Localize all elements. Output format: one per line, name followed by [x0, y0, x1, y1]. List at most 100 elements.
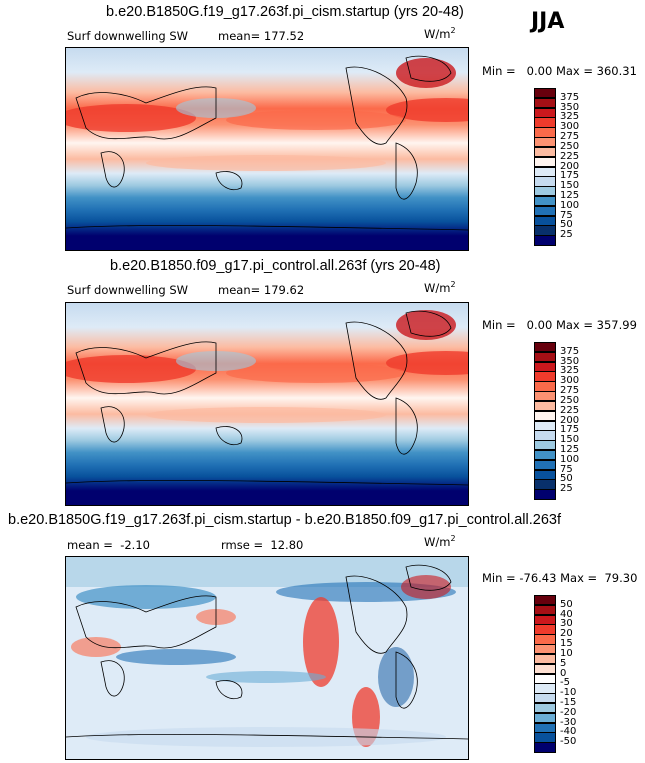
colorbar-tick-label: 375: [560, 345, 580, 357]
colorbar-tick-label: 350: [560, 101, 580, 113]
colorbar-tick-label: 200: [560, 160, 580, 172]
panel-2-map: [65, 302, 469, 506]
colorbar-cell: [534, 176, 556, 187]
colorbar-cell: [534, 712, 556, 724]
colorbar-cell: [534, 489, 556, 500]
colorbar-cell: [534, 722, 556, 733]
colorbar-cell: [534, 420, 556, 431]
colorbar-cell: [534, 391, 556, 402]
panel-1-map: [65, 47, 469, 251]
colorbar-tick-label: 175: [560, 424, 580, 436]
colorbar-tick-label: 25: [560, 483, 573, 495]
colorbar-tick-label: 250: [560, 394, 580, 406]
colorbar-cell: [534, 400, 556, 412]
colorbar-tick-label: 325: [560, 365, 580, 377]
panel-1-colorbar: 375 350 325 300 275 250 225 200 175 150 125 100 75 50…: [534, 88, 594, 246]
colorbar-cell: [534, 205, 556, 217]
colorbar-tick-label: 0: [560, 667, 567, 679]
colorbar-tick-label: 125: [560, 189, 580, 201]
panel-1-units: W/m2: [424, 26, 456, 41]
colorbar-cell: [534, 351, 556, 363]
colorbar-tick-label: 350: [560, 355, 580, 367]
colorbar-tick-label: 275: [560, 385, 580, 397]
panel-1-variable: Surf downwelling SW: [67, 29, 189, 43]
panel-1-minmax: Min = 0.00 Max = 360.31: [482, 64, 637, 78]
colorbar-cell: [534, 342, 556, 353]
colorbar-tick-label: 10: [560, 647, 573, 659]
colorbar-cell: [534, 107, 556, 118]
panel-3-rmse: rmse = 12.80: [221, 538, 304, 552]
colorbar-cell: [534, 742, 556, 753]
colorbar-tick-label: 150: [560, 434, 580, 446]
colorbar-tick-label: 20: [560, 628, 573, 640]
season-label: JJA: [531, 9, 565, 34]
colorbar-cell: [534, 459, 556, 471]
colorbar-tick-label: 225: [560, 150, 580, 162]
colorbar-cell: [534, 361, 556, 372]
panel-2-colorbar: 375 350 325 300 275 250 225 200 175 150 125 100 75 50…: [534, 342, 594, 500]
colorbar-cell: [534, 410, 556, 421]
colorbar-cell: [534, 653, 556, 665]
panel-3-colorbar: 50 40 30 20 15 10 5 0 -5 -10 -15 -20 -30 -40 -50: [534, 595, 594, 753]
colorbar-tick-label: 100: [560, 453, 580, 465]
colorbar-tick-label: 30: [560, 618, 573, 630]
colorbar-tick-label: -50: [560, 736, 577, 748]
panel-3-minmax: Min = -76.43 Max = 79.30: [482, 571, 638, 585]
panel-2-title: b.e20.B1850.f09_g17.pi_control.all.263f …: [110, 258, 441, 274]
colorbar-tick-label: 300: [560, 375, 580, 387]
colorbar-cell: [534, 479, 556, 490]
panel-2-mean: mean= 179.62: [218, 283, 305, 297]
colorbar-cell: [534, 693, 556, 704]
colorbar-cell: [534, 88, 556, 99]
colorbar-tick-label: 75: [560, 463, 573, 475]
colorbar-tick-label: -5: [560, 677, 570, 689]
colorbar-cell: [534, 156, 556, 167]
colorbar-tick-label: 15: [560, 638, 573, 650]
colorbar-tick-label: 375: [560, 91, 580, 103]
colorbar-cell: [534, 644, 556, 655]
colorbar-cell: [534, 166, 556, 177]
panel-1-mean: mean= 177.52: [218, 29, 305, 43]
colorbar-tick-label: 250: [560, 140, 580, 152]
panel-3-units: W/m2: [424, 534, 456, 549]
colorbar-cell: [534, 97, 556, 109]
colorbar-tick-label: 175: [560, 170, 580, 182]
colorbar-tick-label: 25: [560, 229, 573, 241]
panel-2-variable: Surf downwelling SW: [67, 283, 189, 297]
panel-3-map-svg: [66, 557, 468, 759]
colorbar-tick-label: 50: [560, 473, 573, 485]
colorbar-cell: [534, 127, 556, 138]
colorbar-tick-label: -40: [560, 726, 577, 738]
panel-3-title: b.e20.B1850G.f19_g17.263f.pi_cism.startu…: [8, 512, 562, 528]
panel-3-mean: mean = -2.10: [67, 538, 150, 552]
colorbar-cell: [534, 604, 556, 616]
colorbar-cell: [534, 595, 556, 606]
colorbar-cell: [534, 469, 556, 480]
colorbar-cell: [534, 215, 556, 226]
colorbar-cell: [534, 137, 556, 148]
colorbar-cell: [534, 634, 556, 645]
colorbar-cell: [534, 430, 556, 441]
colorbar-tick-label: -10: [560, 687, 577, 699]
colorbar-tick-label: -30: [560, 716, 577, 728]
panel-1-title: b.e20.B1850G.f19_g17.263f.pi_cism.startu…: [106, 4, 464, 20]
colorbar-tick-label: 275: [560, 131, 580, 143]
colorbar-cell: [534, 732, 556, 743]
colorbar-tick-label: 100: [560, 199, 580, 211]
colorbar-cell: [534, 371, 556, 382]
colorbar-tick-label: 40: [560, 608, 573, 620]
colorbar-cell: [534, 449, 556, 461]
colorbar-cell: [534, 117, 556, 128]
colorbar-tick-label: 325: [560, 111, 580, 123]
colorbar-cell: [534, 624, 556, 635]
colorbar-tick-label: 300: [560, 121, 580, 133]
colorbar-tick-label: 225: [560, 404, 580, 416]
colorbar-tick-label: 200: [560, 414, 580, 426]
colorbar-cell: [534, 235, 556, 246]
colorbar-cell: [534, 186, 556, 197]
colorbar-cell: [534, 702, 556, 714]
colorbar-tick-label: 150: [560, 180, 580, 192]
colorbar-tick-label: 125: [560, 443, 580, 455]
colorbar-cell: [534, 683, 556, 694]
colorbar-tick-label: 50: [560, 598, 573, 610]
